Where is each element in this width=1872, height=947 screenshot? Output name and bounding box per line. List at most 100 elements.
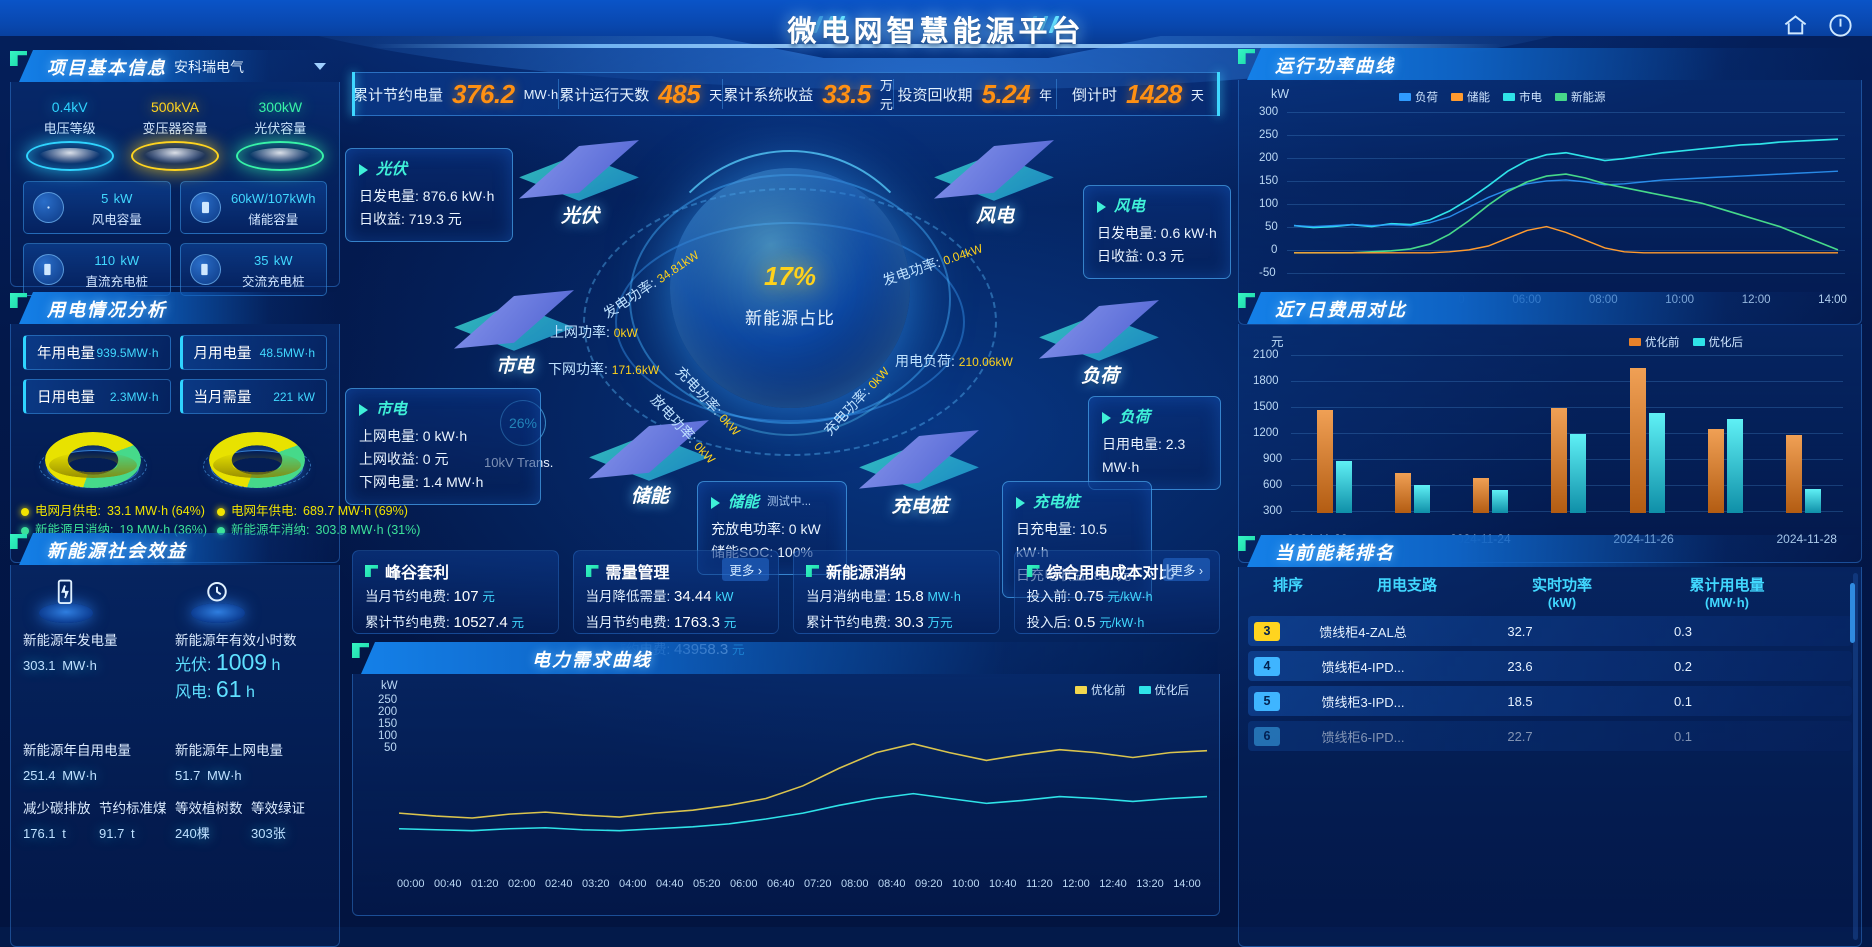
cell-energy: 0.1 [1673,728,1693,744]
scrollbar-track[interactable] [1850,573,1858,940]
capacity-item-transformer: 500kVA 变压器容量 [123,91,227,172]
metric-value: 30.3 [894,614,924,632]
node-pv[interactable]: 光伏 [505,128,655,224]
table-row[interactable]: 3 馈线柜4-ZAL总 32.7 0.3 [1248,616,1852,646]
arrow-right-icon [359,403,368,416]
arrow-right-icon [711,496,720,509]
benefit-title: 节约标准煤 [99,801,167,816]
kpi-value: 5.24 [981,78,1031,109]
chart-power-curve: kW 负荷 储能 市电 新能源 300 250 200 150 100 50 0… [1238,80,1862,325]
node-storage[interactable]: 储能 [575,408,725,504]
stat-value: 2.3 [109,389,127,404]
tile-value: 5 [101,190,109,206]
axis-y-tick: 1200 [1253,427,1279,439]
kpi-item: 累计节约电量 376.2 MW·h [353,78,560,109]
panel-corner-icon [10,51,27,66]
legend-label: 电网年供电: [231,504,297,518]
bar-groups [1295,355,1843,513]
axis-y-tick: 900 [1263,453,1283,465]
card-marker-icon [1026,565,1040,577]
center-label: 新能源占比 [745,309,835,328]
more-button[interactable]: 更多 › [722,558,769,581]
panel-body: 新能源年发电量 303.1 MW·h 新能源年有效小时数 光伏: 1009 h … [10,565,340,947]
table-row[interactable]: 6 馈线柜6-IPD... 22.7 0.1 [1248,721,1852,751]
flow-value: 210.06 [958,355,996,369]
benefit-value: 51.7 [175,768,201,783]
stat-year-usage: 年用电量 939.5MW·h [23,335,171,370]
more-button[interactable]: 更多 › [1163,558,1210,581]
metric-unit: 元 [482,590,495,604]
metric-unit: 万元 [927,616,953,631]
page-title: 微电网智慧能源平台 [787,16,1085,48]
tile-label: 直流充电桩 [85,274,148,289]
axis-y-label: 元 [1271,335,1284,349]
table-row[interactable]: 4 馈线柜4-IPD... 23.6 0.2 [1248,651,1852,681]
axis-x-ticks: 00:00 00:40 01:20 02:00 02:40 03:20 04:0… [397,878,1201,890]
capacity-item-pv: 300kW 光伏容量 [228,91,332,172]
benefit-unit: 棵 [196,826,210,841]
node-ev-charger[interactable]: 充电桩 [845,418,995,514]
benefit-value: 176.1 [23,826,56,841]
stat-value: 221 [273,389,294,404]
arrow-right-icon [1016,496,1025,509]
axis-x-tick: 05:20 [693,878,721,890]
kpi-value: 33.5 [822,78,871,109]
metric-value: 0.75 [1074,588,1104,605]
tile-ac-charger: 35 kW 交流充电桩 [179,243,327,297]
kpi-value: 376.2 [452,78,515,109]
capacity-label: 电压等级 [43,121,96,137]
axis-x-tick: 07:20 [804,878,832,890]
table-row[interactable]: 5 馈线柜3-IPD... 18.5 0.1 [1248,686,1852,716]
panel-body: 排序 用电支路 实时功率 (kW) 累计用电量 (MW·h) 3 馈线柜4-ZA… [1238,567,1862,947]
node-label: 风电 [975,206,1014,227]
scrollbar-thumb[interactable] [1850,583,1855,643]
project-selector[interactable]: 安科瑞电气 [174,55,326,78]
kpi-unit: 万元 [879,78,893,112]
node-wind[interactable]: 风电 [920,128,1070,224]
panel-body: 0.4kV 电压等级 500kVA 变压器容量 300kW 光伏容量 [10,82,340,297]
metric-label: 当月降低需量: [585,589,671,604]
capacity-value: 0.4 [51,99,72,115]
metric-label: 当月节约电费: [365,589,450,604]
panel-title: 运行功率曲线 [1275,56,1395,76]
tile-unit: kW [113,190,133,206]
panel-header: 用电情况分析 [10,292,340,324]
cell-power: 22.7 [1507,728,1533,744]
axis-x-tick: 14:00 [1173,878,1201,890]
stat-day-usage: 日用电量 2.3MW·h [23,379,171,414]
kpi-item: 累计系统收益 33.5 万元 [723,78,894,112]
axis-x-tick: 03:20 [582,878,610,890]
home-icon[interactable] [1782,12,1809,39]
tile-label: 交流充电桩 [241,274,305,289]
node-grid[interactable]: 市电 [440,278,590,374]
benefit-value: 240 [175,826,197,841]
benefits-content: 新能源年发电量 303.1 MW·h 新能源年有效小时数 光伏: 1009 h … [11,565,339,853]
battery-bolt-icon [37,577,95,623]
panel-title: 项目基本信息 [47,58,167,78]
tile-label: 风电容量 [91,212,142,227]
card-line: 充放电功率: 0 kW [711,520,821,537]
card-line: 日用电量: 2.3 MW·h [1102,435,1186,475]
power-icon[interactable] [1827,12,1854,39]
panel-header: 运行功率曲线 [1238,48,1862,80]
center-pct-value: 17 [763,261,793,291]
metric-label: 当月消纳电量: [806,589,891,604]
axis-y-tick: 2100 [1253,349,1279,361]
charger-icon [33,254,64,286]
metric-card-cost-compare: 综合用电成本对比 更多 › 投入前: 0.75 元/kW·h 投入后: 0.5 … [1013,550,1220,634]
usage-stats: 年用电量 939.5MW·h 月用电量 48.5MW·h 日用电量 2.3MW·… [11,324,339,420]
benefits-row-eco: 减少碳排放 176.1 t 节约标准煤 91.7 t 等效植树数 240棵 等效… [23,791,327,845]
kpi-label: 累计节约电量 [353,86,444,104]
node-load[interactable]: 负荷 [1025,288,1175,384]
metric-value: 107 [453,588,479,605]
stat-unit: kW [297,389,315,404]
metric-unit: kW [715,590,734,604]
dashboard-root: 微电网智慧能源平台 累计节约电量 376.2 MW·h 累计运行天数 485 天… [0,0,1872,927]
capacity-tiles: 5 kW 风电容量 60kW/107kWh 储能容量 110 kW 直流充电桩 … [11,171,339,308]
kpi-unit: 年 [1039,87,1053,103]
rank-badge: 4 [1254,656,1280,676]
stat-unit: MW·h [126,345,159,360]
panel-title: 用电情况分析 [47,300,167,320]
flow-import-power: 下网功率: 171.6kW [548,358,659,379]
tile-unit: kW [273,252,293,268]
